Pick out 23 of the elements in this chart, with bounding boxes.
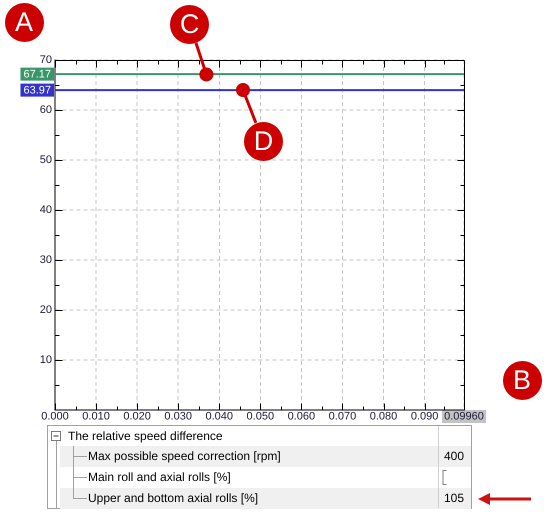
x-tick-label: 0.030 xyxy=(164,410,192,423)
x-tick-label: 0.020 xyxy=(123,410,151,423)
data-label: 67.17 xyxy=(23,68,51,81)
y-tick-label: 30 xyxy=(40,254,52,266)
y-tick-label: 20 xyxy=(40,304,52,316)
x-tick-label: 0.010 xyxy=(82,410,110,423)
letter-badge: C xyxy=(170,4,210,44)
x-tick-label: 0.000 xyxy=(41,410,69,423)
x-tick-label: 0.060 xyxy=(288,410,316,423)
x-tick-label: 0.070 xyxy=(328,410,356,423)
x-tick-label: 0.040 xyxy=(205,410,234,423)
y-tick-label: 70 xyxy=(40,54,52,66)
y-tick-label: 40 xyxy=(40,204,52,216)
y-tick-label: 10 xyxy=(40,354,52,366)
letter-badge: B xyxy=(502,360,542,400)
x-tick-label: 0.090 xyxy=(410,410,438,423)
letter-badge: A xyxy=(4,2,44,42)
y-tick-label: 60 xyxy=(40,104,52,116)
letter-badge: D xyxy=(244,122,283,161)
x-tick-label: 0.050 xyxy=(246,410,274,423)
data-label: 63.97 xyxy=(23,84,51,97)
y-tick-label: 50 xyxy=(40,154,52,166)
x-tick-label: 0.080 xyxy=(370,410,398,423)
